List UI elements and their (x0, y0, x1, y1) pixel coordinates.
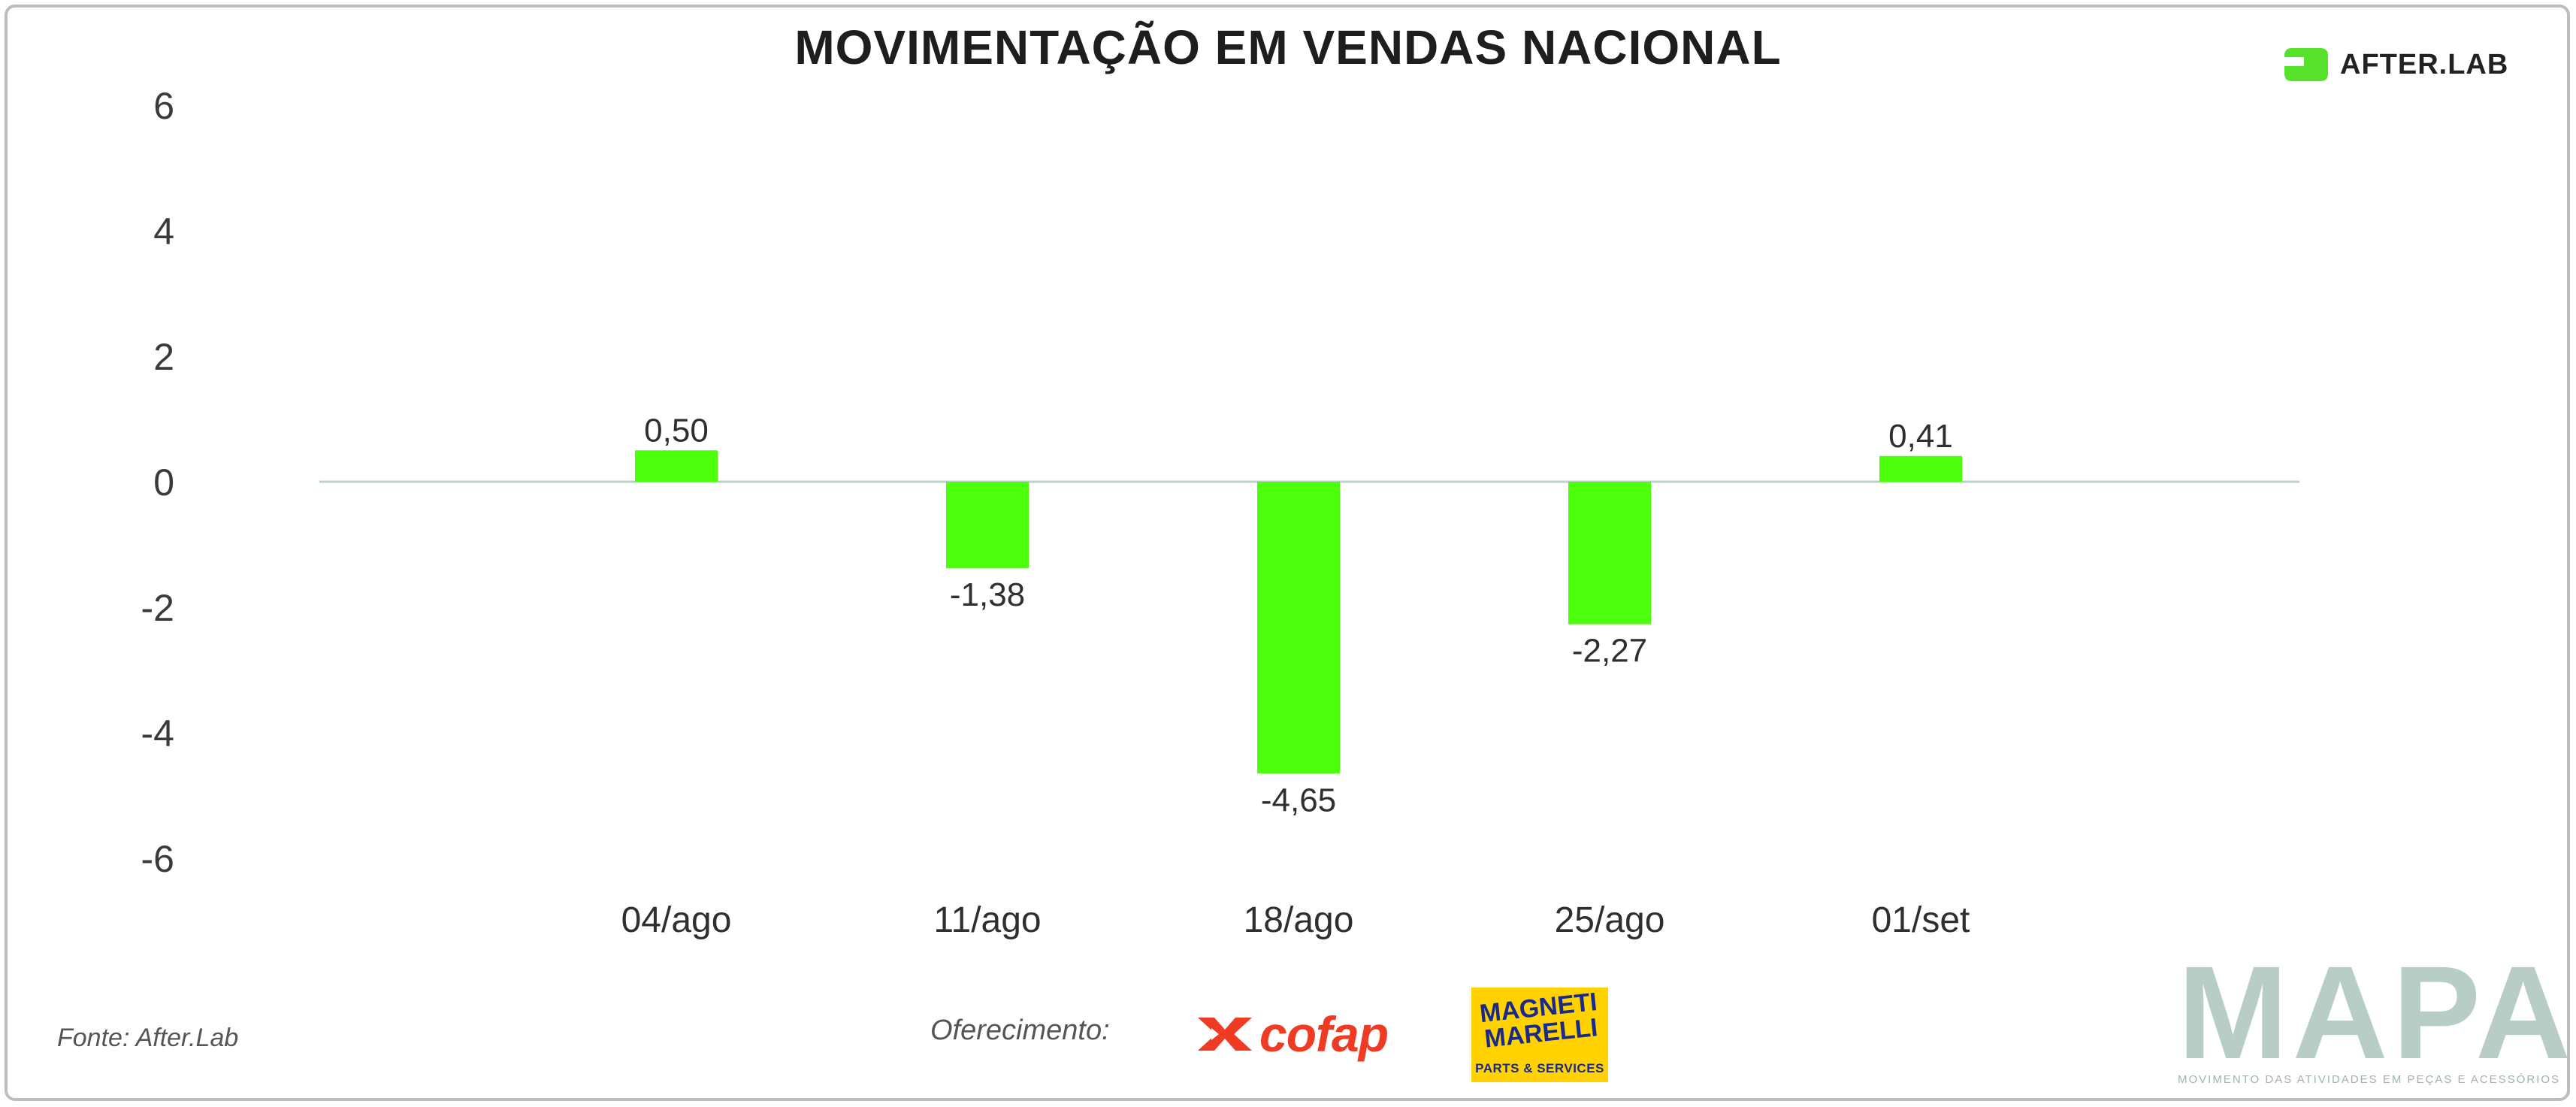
data-label: -2,27 (1572, 633, 1647, 670)
y-tick-label: 2 (153, 336, 174, 378)
data-label: 0,50 (644, 412, 709, 449)
sponsor-label: Oferecimento: (930, 1015, 1110, 1046)
magneti-marelli-text: MAGNETI MARELLI (1478, 988, 1599, 1054)
afterlab-leaf-icon (2284, 48, 2328, 81)
source-note: Fonte: After.Lab (57, 1024, 239, 1052)
data-labels: 0,50 -1,38 -4,65 -2,27 0,41 (644, 412, 1953, 818)
cofap-logo-text: cofap (1259, 1006, 1389, 1062)
y-tick-label: -6 (141, 838, 174, 880)
magneti-marelli-logo: MAGNETI MARELLI PARTS & SERVICES (1471, 988, 1608, 1082)
afterlab-logo-text: AFTER.LAB (2340, 48, 2509, 80)
data-label: -4,65 (1261, 782, 1336, 818)
page-title: MOVIMENTAÇÃO EM VENDAS NACIONAL (794, 20, 1782, 74)
y-tick-label: -4 (141, 712, 174, 755)
bar (1257, 482, 1340, 774)
x-axis: 04/ago 11/ago 18/ago 25/ago 01/set (621, 900, 1970, 940)
magneti-marelli-subtext: PARTS & SERVICES (1475, 1061, 1604, 1075)
bar-chart: 6 4 2 0 -2 -4 -6 0,50 -1,38 -4,65 -2,27 0,41 04/ag… (141, 85, 2299, 940)
bar (635, 450, 718, 482)
y-tick-label: 0 (153, 461, 174, 504)
data-label: -1,38 (950, 576, 1025, 613)
y-tick-label: 6 (153, 85, 174, 127)
y-tick-label: -2 (141, 587, 174, 629)
mapa-logo: MAPA MOVIMENTO DAS ATIVIDADES EM PEÇAS E… (2178, 939, 2576, 1087)
x-tick-label: 11/ago (933, 900, 1041, 940)
bars (635, 450, 1962, 774)
data-label: 0,41 (1888, 418, 1953, 455)
mapa-logo-tagline: MOVIMENTO DAS ATIVIDADES EM PEÇAS E ACES… (2178, 1073, 2561, 1086)
cofap-logo: cofap (1195, 1004, 1389, 1064)
y-axis: 6 4 2 0 -2 -4 -6 (141, 85, 174, 880)
x-tick-label: 18/ago (1244, 900, 1354, 940)
y-tick-label: 4 (153, 210, 174, 253)
bar (1879, 455, 1962, 482)
bar (946, 482, 1029, 569)
cofap-x-icon (1198, 1018, 1252, 1051)
mapa-logo-word: MAPA (2178, 939, 2576, 1087)
x-tick-label: 25/ago (1555, 900, 1665, 940)
afterlab-logo: AFTER.LAB (2281, 42, 2508, 87)
bar (1568, 482, 1651, 625)
x-tick-label: 04/ago (621, 900, 732, 940)
x-tick-label: 01/set (1872, 900, 1970, 940)
